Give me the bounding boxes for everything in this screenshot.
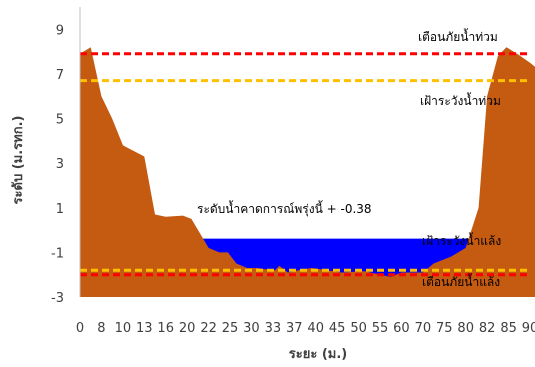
y-tick-label: 7	[56, 68, 64, 83]
x-tick-label: 80	[457, 321, 474, 336]
y-tick-label: 5	[56, 113, 64, 128]
x-tick-label: 8	[97, 321, 105, 336]
x-tick-label: 33	[265, 321, 282, 336]
x-tick-label: 70	[415, 321, 432, 336]
riverbed-ground-area	[80, 47, 535, 297]
drought-watch-label: เฝ้าระวังน้ำแล้ง	[422, 232, 501, 248]
forecast-level-label: ระดับน้ำคาดการณ์พรุ่งนี้ + -0.38	[197, 200, 372, 217]
x-tick-label: 10	[115, 321, 132, 336]
y-tick-label: 9	[56, 23, 64, 38]
x-tick-label: 0	[76, 321, 84, 336]
x-tick-label: 60	[393, 321, 410, 336]
y-tick-label: -3	[51, 291, 64, 306]
y-tick-label: 3	[56, 157, 64, 172]
x-tick-label: 40	[307, 321, 324, 336]
x-tick-label: 90	[522, 321, 535, 336]
x-tick-label: 55	[372, 321, 389, 336]
x-tick-label: 82	[479, 321, 496, 336]
y-axis-title: ระดับ (ม.รทก.)	[11, 116, 26, 205]
x-tick-label: 75	[436, 321, 453, 336]
flood-watch-label: เฝ้าระวังน้ำท่วม	[420, 92, 501, 108]
annotations: เตือนภัยน้ำท่วม เฝ้าระวังน้ำท่วม ระดับน้…	[197, 28, 501, 289]
reference-lines	[80, 52, 530, 277]
x-tick-label: 13	[136, 321, 153, 336]
flood-warning-label: เตือนภัยน้ำท่วม	[418, 28, 498, 44]
x-axis-title: ระยะ (ม.)	[289, 347, 347, 362]
x-tick-label: 45	[329, 321, 346, 336]
drought-warning-label: เตือนภัยน้ำแล้ง	[422, 273, 500, 289]
x-tick-label: 50	[350, 321, 367, 336]
x-tick-label: 16	[157, 321, 174, 336]
x-tick-label: 30	[243, 321, 260, 336]
x-tick-labels: 0 8 10 13 16 20 22 25 30 33 37 40 45 50 55 60 70 75 80 82 85…	[76, 321, 535, 336]
x-tick-label: 20	[179, 321, 196, 336]
plot-areas	[80, 47, 535, 297]
y-tick-labels: 9 7 5 3 1 -1 -3	[51, 23, 64, 306]
x-tick-label: 85	[500, 321, 517, 336]
y-tick-label: 1	[56, 202, 64, 217]
x-tick-label: 22	[200, 321, 217, 336]
x-tick-label: 25	[222, 321, 239, 336]
x-tick-label: 37	[286, 321, 303, 336]
y-tick-label: -1	[51, 246, 64, 261]
